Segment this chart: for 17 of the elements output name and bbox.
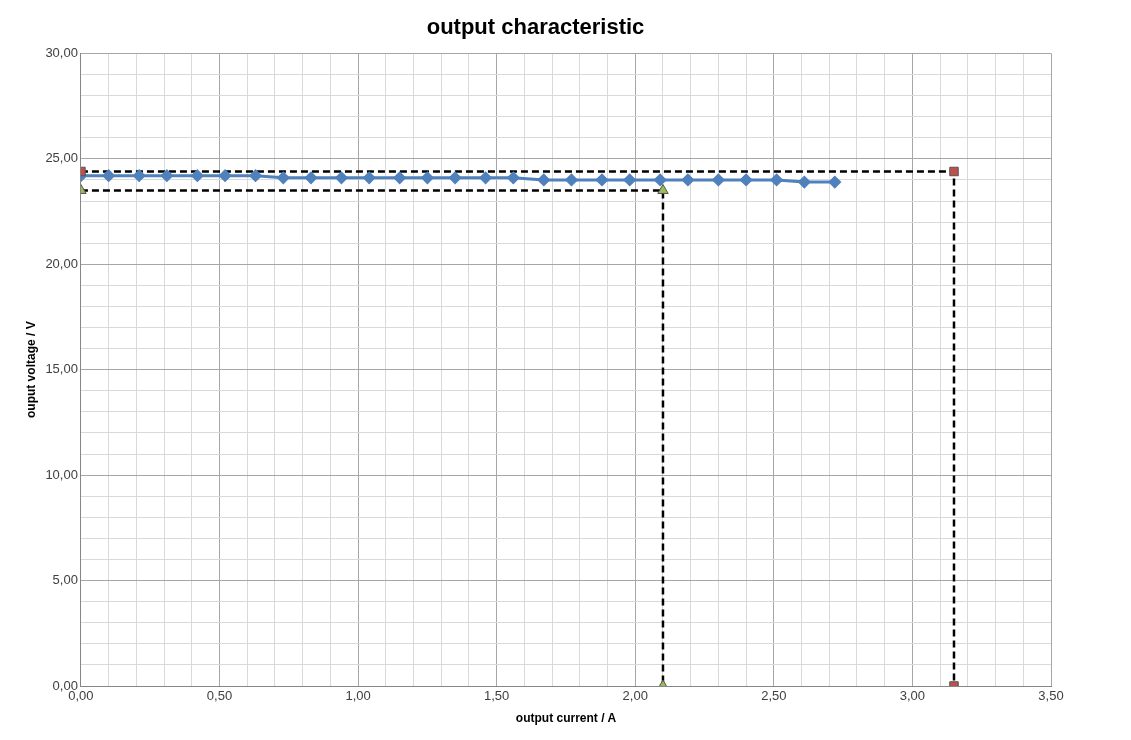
x-tick-label: 3,00 <box>899 688 926 704</box>
x-tick-label: 0,50 <box>206 688 233 704</box>
x-tick-label: 3,50 <box>1038 688 1064 704</box>
x-axis-title: output current / A <box>515 711 617 726</box>
x-tick-label: 2,00 <box>622 688 648 704</box>
y-tick-label: 10,00 <box>45 466 78 482</box>
chart-title: output characteristic <box>426 14 645 40</box>
y-tick-label: 20,00 <box>45 255 78 271</box>
y-tick-label: 15,00 <box>45 361 78 377</box>
y-tick-label: 30,00 <box>45 44 78 60</box>
y-axis-title: ouput voltage / V <box>23 321 38 419</box>
y-tick-label: 0,00 <box>52 677 78 693</box>
y-tick-label: 25,00 <box>45 150 78 166</box>
x-tick-label: 2,50 <box>761 688 787 704</box>
x-tick-label: 1,00 <box>345 688 371 704</box>
x-tick-label: 1,50 <box>484 688 510 704</box>
y-tick-label: 5,00 <box>52 572 78 588</box>
